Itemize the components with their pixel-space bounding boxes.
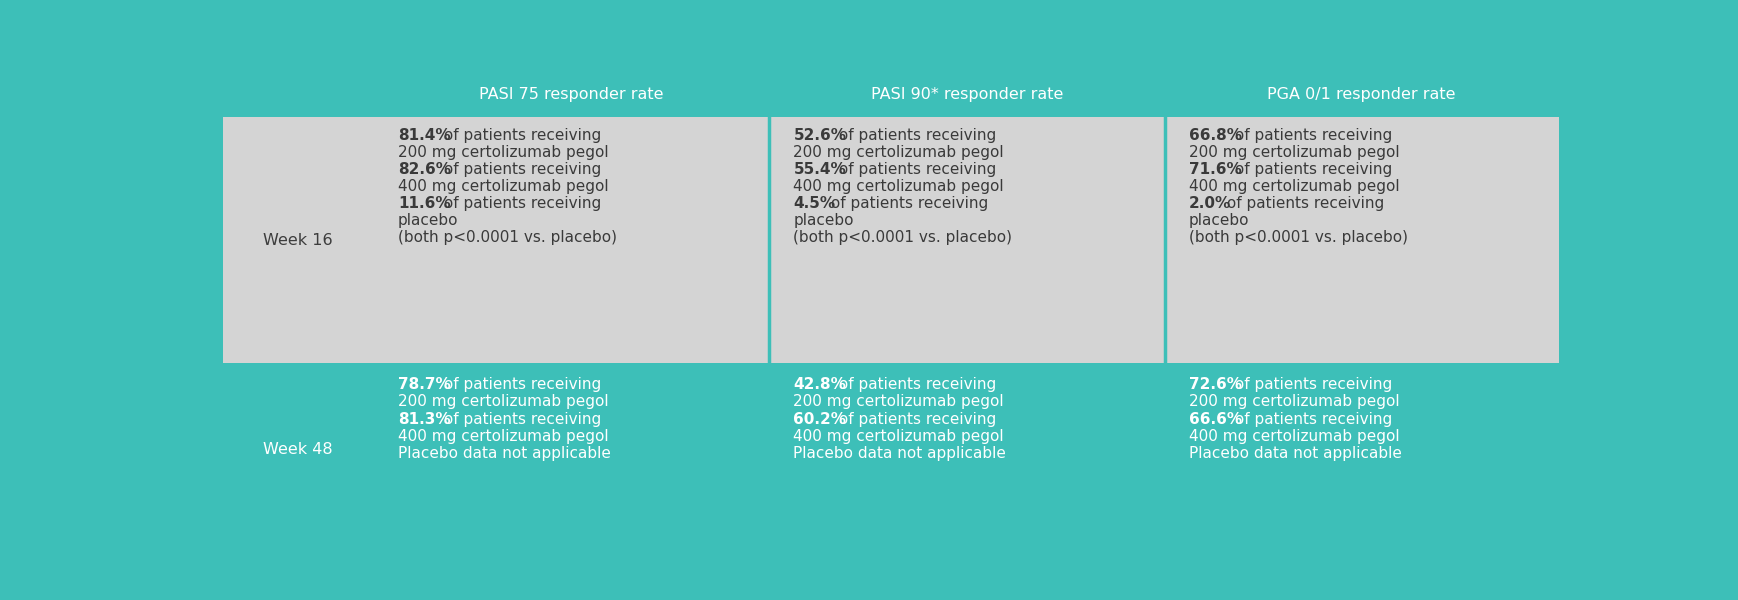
- Text: of patients receiving: of patients receiving: [1222, 196, 1383, 211]
- Text: 400 mg certolizumab pegol: 400 mg certolizumab pegol: [398, 428, 608, 443]
- Text: 60.2%: 60.2%: [793, 412, 846, 427]
- Text: of patients receiving: of patients receiving: [438, 377, 601, 392]
- Text: 400 mg certolizumab pegol: 400 mg certolizumab pegol: [398, 179, 608, 194]
- Text: of patients receiving: of patients receiving: [826, 196, 989, 211]
- Text: of patients receiving: of patients receiving: [834, 377, 996, 392]
- Text: Week 16: Week 16: [264, 233, 334, 248]
- Text: 55.4%: 55.4%: [793, 162, 846, 177]
- Text: 200 mg certolizumab pegol: 200 mg certolizumab pegol: [398, 394, 608, 409]
- Text: Placebo data not applicable: Placebo data not applicable: [398, 446, 610, 461]
- Text: of patients receiving: of patients receiving: [834, 162, 996, 177]
- Text: 200 mg certolizumab pegol: 200 mg certolizumab pegol: [793, 145, 1005, 160]
- Text: 11.6%: 11.6%: [398, 196, 450, 211]
- Text: 400 mg certolizumab pegol: 400 mg certolizumab pegol: [1189, 179, 1399, 194]
- Text: Week 48: Week 48: [264, 442, 334, 457]
- Text: PGA 0/1 responder rate: PGA 0/1 responder rate: [1267, 86, 1456, 101]
- FancyBboxPatch shape: [222, 364, 1559, 366]
- Text: of patients receiving: of patients receiving: [438, 412, 601, 427]
- Text: of patients receiving: of patients receiving: [1231, 412, 1392, 427]
- FancyBboxPatch shape: [222, 74, 1559, 114]
- Text: 400 mg certolizumab pegol: 400 mg certolizumab pegol: [793, 179, 1005, 194]
- Text: 200 mg certolizumab pegol: 200 mg certolizumab pegol: [1189, 394, 1399, 409]
- Text: 66.8%: 66.8%: [1189, 128, 1243, 143]
- Text: of patients receiving: of patients receiving: [1231, 377, 1392, 392]
- Text: PASI 75 responder rate: PASI 75 responder rate: [480, 86, 664, 101]
- Text: 66.6%: 66.6%: [1189, 412, 1243, 427]
- Text: placebo: placebo: [793, 214, 853, 229]
- FancyBboxPatch shape: [222, 366, 1559, 532]
- Text: 2.0%: 2.0%: [1189, 196, 1231, 211]
- FancyBboxPatch shape: [222, 117, 1559, 364]
- Text: 82.6%: 82.6%: [398, 162, 450, 177]
- Text: PASI 90* responder rate: PASI 90* responder rate: [871, 86, 1064, 101]
- Text: 4.5%: 4.5%: [793, 196, 836, 211]
- FancyBboxPatch shape: [222, 114, 1559, 117]
- Text: 52.6%: 52.6%: [793, 128, 846, 143]
- Text: 72.6%: 72.6%: [1189, 377, 1243, 392]
- Text: placebo: placebo: [398, 214, 459, 229]
- Text: 81.3%: 81.3%: [398, 412, 450, 427]
- Text: of patients receiving: of patients receiving: [834, 128, 996, 143]
- Text: of patients receiving: of patients receiving: [440, 162, 601, 177]
- Text: (both p<0.0001 vs. placebo): (both p<0.0001 vs. placebo): [793, 230, 1012, 245]
- Text: (both p<0.0001 vs. placebo): (both p<0.0001 vs. placebo): [398, 230, 617, 245]
- Text: 200 mg certolizumab pegol: 200 mg certolizumab pegol: [793, 394, 1005, 409]
- Text: 71.6%: 71.6%: [1189, 162, 1241, 177]
- Text: 78.7%: 78.7%: [398, 377, 450, 392]
- Text: of patients receiving: of patients receiving: [438, 196, 601, 211]
- Text: of patients receiving: of patients receiving: [1231, 162, 1392, 177]
- Text: 42.8%: 42.8%: [793, 377, 846, 392]
- Text: (both p<0.0001 vs. placebo): (both p<0.0001 vs. placebo): [1189, 230, 1408, 245]
- Text: 200 mg certolizumab pegol: 200 mg certolizumab pegol: [1189, 145, 1399, 160]
- Text: 400 mg certolizumab pegol: 400 mg certolizumab pegol: [793, 428, 1005, 443]
- Text: 400 mg certolizumab pegol: 400 mg certolizumab pegol: [1189, 428, 1399, 443]
- Text: of patients receiving: of patients receiving: [1231, 128, 1392, 143]
- Text: Placebo data not applicable: Placebo data not applicable: [793, 446, 1006, 461]
- Text: placebo: placebo: [1189, 214, 1250, 229]
- Text: of patients receiving: of patients receiving: [438, 128, 601, 143]
- Text: 81.4%: 81.4%: [398, 128, 450, 143]
- Text: 200 mg certolizumab pegol: 200 mg certolizumab pegol: [398, 145, 608, 160]
- Text: Placebo data not applicable: Placebo data not applicable: [1189, 446, 1403, 461]
- Text: of patients receiving: of patients receiving: [834, 412, 996, 427]
